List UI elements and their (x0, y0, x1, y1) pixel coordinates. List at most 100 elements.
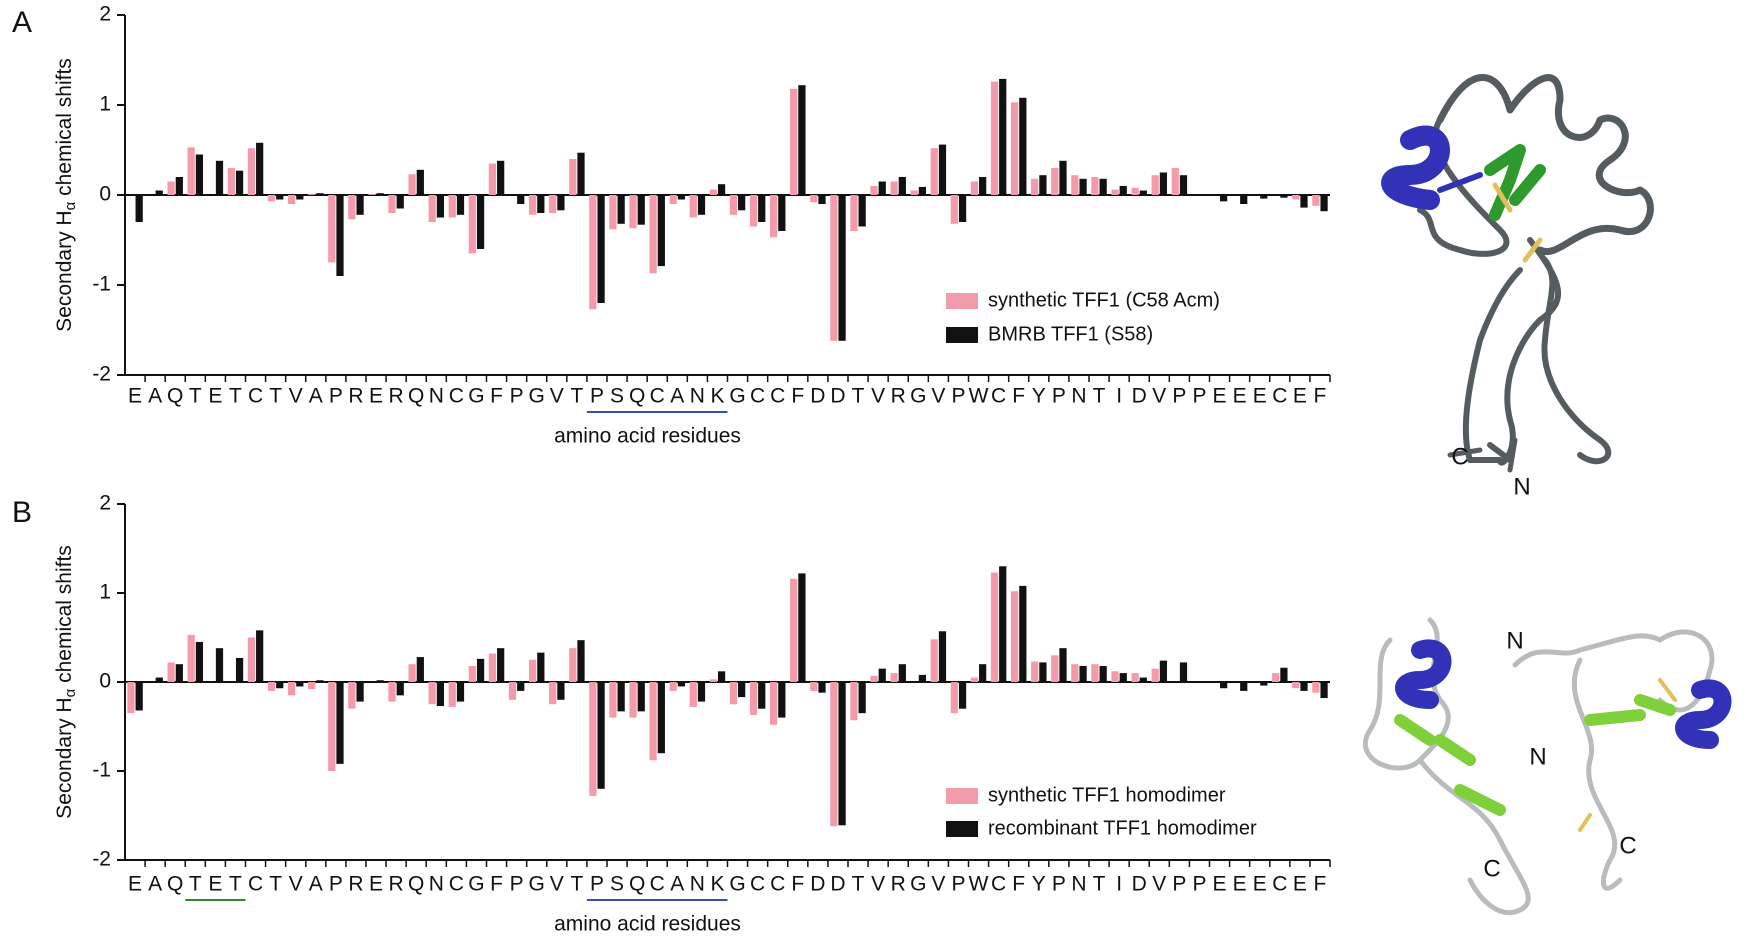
bar (850, 682, 858, 721)
bar (1240, 682, 1248, 691)
x-tick-label: V (289, 385, 303, 408)
bar (677, 682, 686, 687)
panel-label: A (12, 6, 32, 39)
bar (287, 682, 296, 696)
bar (557, 682, 565, 700)
bar (1059, 648, 1067, 682)
x-tick-label: C (750, 385, 765, 408)
bar (729, 195, 738, 215)
legend-label: recombinant TFF1 homodimer (988, 817, 1257, 839)
x-tick-label: Q (167, 385, 183, 408)
bar (195, 641, 204, 682)
bar (348, 195, 356, 220)
x-tick-label: S (610, 385, 624, 408)
bar (858, 682, 866, 714)
x-tick-label: E (1213, 385, 1227, 408)
x-tick-label: I (1116, 873, 1122, 896)
bar (657, 682, 665, 754)
bar (388, 682, 396, 702)
y-axis-label-part: Secondary H (53, 210, 76, 331)
x-tick-label: P (590, 385, 604, 408)
bar (758, 682, 766, 709)
x-tick-label: T (189, 873, 202, 896)
bar (577, 640, 585, 682)
x-tick-label: D (810, 385, 825, 408)
bar (669, 195, 677, 204)
x-tick-label: V (871, 873, 885, 896)
bar (1099, 665, 1107, 682)
bar (1280, 195, 1288, 198)
bar (830, 682, 838, 827)
bar (617, 195, 625, 224)
bar (1119, 673, 1127, 682)
x-tick-label: F (1314, 873, 1327, 896)
x-tick-label: T (570, 385, 583, 408)
bar (577, 152, 585, 195)
bar (979, 664, 987, 682)
bar (296, 682, 304, 687)
bar (468, 665, 476, 682)
bar (175, 664, 183, 682)
bar (488, 653, 497, 682)
x-tick-label: P (1192, 873, 1206, 896)
bar (308, 682, 316, 690)
bar (717, 671, 726, 682)
bar (537, 652, 545, 682)
x-tick-label: V (1152, 385, 1166, 408)
bar (296, 195, 304, 200)
bar (749, 195, 758, 227)
structure-a (1381, 74, 1654, 473)
legend-label: synthetic TFF1 (C58 Acm) (988, 289, 1220, 311)
bar (1079, 178, 1087, 195)
bar (416, 657, 424, 682)
x-tick-label: P (1052, 385, 1066, 408)
x-tick-label: N (1071, 385, 1086, 408)
bar (938, 631, 947, 682)
bar (689, 682, 697, 707)
bar (336, 682, 344, 764)
bar (930, 639, 938, 682)
x-tick-label: G (729, 873, 745, 896)
bar (597, 682, 605, 789)
y-tick-label: 2 (99, 492, 111, 515)
bar (838, 682, 846, 826)
bar (256, 630, 264, 682)
x-tick-label: Y (1032, 385, 1046, 408)
bar (497, 160, 505, 195)
bar (1039, 175, 1047, 195)
y-axis-label: Secondary Hα chemical shifts (53, 545, 79, 819)
bar (1312, 195, 1320, 206)
x-tick-label: W (969, 873, 989, 896)
bar (175, 177, 183, 195)
x-tick-label: N (690, 385, 705, 408)
bar (1091, 177, 1099, 195)
bar (1159, 172, 1168, 195)
bar (1079, 665, 1087, 682)
structure-label: C (1619, 832, 1636, 859)
bar (990, 81, 999, 195)
x-tick-label: Y (1032, 873, 1046, 896)
bar (195, 154, 204, 195)
y-tick-label: -1 (92, 273, 111, 296)
bar (1220, 195, 1228, 202)
x-tick-label: P (1172, 385, 1186, 408)
bar (187, 634, 195, 682)
bar (858, 195, 866, 227)
bar (1131, 187, 1139, 195)
x-tick-label: C (1272, 873, 1287, 896)
y-axis-label-part: chemical shifts (53, 545, 76, 689)
x-tick-label: P (329, 385, 343, 408)
bar (1059, 160, 1067, 195)
bar (970, 181, 979, 195)
x-tick-label: F (1012, 385, 1025, 408)
bar (549, 682, 557, 705)
bar (1260, 195, 1268, 199)
legend-label: BMRB TFF1 (S58) (988, 323, 1153, 345)
bar (950, 682, 958, 714)
bar (918, 674, 927, 682)
bar (356, 682, 364, 702)
bar (1139, 190, 1147, 195)
structure-label: C (1451, 443, 1468, 470)
y-axis-label-part: chemical shifts (53, 58, 76, 202)
bar (448, 682, 456, 707)
